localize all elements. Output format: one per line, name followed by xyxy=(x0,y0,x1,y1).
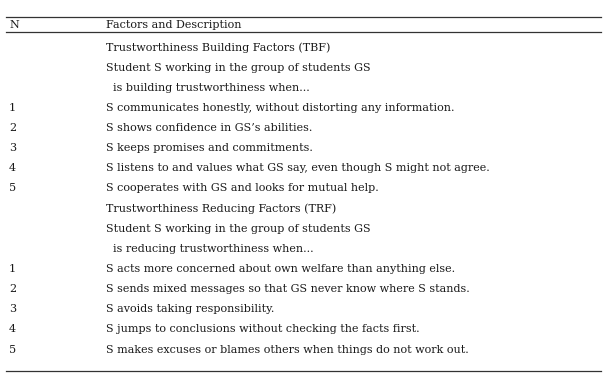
Text: is building trustworthiness when...: is building trustworthiness when... xyxy=(106,83,310,93)
Text: Factors and Description: Factors and Description xyxy=(106,20,242,30)
Text: Student S working in the group of students GS: Student S working in the group of studen… xyxy=(106,63,371,73)
Text: S cooperates with GS and looks for mutual help.: S cooperates with GS and looks for mutua… xyxy=(106,184,379,193)
Text: is reducing trustworthiness when...: is reducing trustworthiness when... xyxy=(106,244,314,254)
Text: 3: 3 xyxy=(9,143,16,153)
Text: 4: 4 xyxy=(9,163,16,173)
Text: Trustworthiness Building Factors (TBF): Trustworthiness Building Factors (TBF) xyxy=(106,42,331,53)
Text: S keeps promises and commitments.: S keeps promises and commitments. xyxy=(106,143,313,153)
Text: 2: 2 xyxy=(9,284,16,294)
Text: S makes excuses or blames others when things do not work out.: S makes excuses or blames others when th… xyxy=(106,345,469,355)
Text: S listens to and values what GS say, even though S might not agree.: S listens to and values what GS say, eve… xyxy=(106,163,490,173)
Text: S jumps to conclusions without checking the facts first.: S jumps to conclusions without checking … xyxy=(106,325,420,334)
Text: S communicates honestly, without distorting any information.: S communicates honestly, without distort… xyxy=(106,103,455,113)
Text: Trustworthiness Reducing Factors (TRF): Trustworthiness Reducing Factors (TRF) xyxy=(106,203,336,214)
Text: 5: 5 xyxy=(9,345,16,355)
Text: 5: 5 xyxy=(9,184,16,193)
Text: 1: 1 xyxy=(9,264,16,274)
Text: 1: 1 xyxy=(9,103,16,113)
Text: N: N xyxy=(9,20,19,30)
Text: 3: 3 xyxy=(9,304,16,314)
Text: S shows confidence in GS’s abilities.: S shows confidence in GS’s abilities. xyxy=(106,123,313,133)
Text: 2: 2 xyxy=(9,123,16,133)
Text: Student S working in the group of students GS: Student S working in the group of studen… xyxy=(106,224,371,234)
Text: S avoids taking responsibility.: S avoids taking responsibility. xyxy=(106,304,274,314)
Text: S sends mixed messages so that GS never know where S stands.: S sends mixed messages so that GS never … xyxy=(106,284,470,294)
Text: 4: 4 xyxy=(9,325,16,334)
Text: S acts more concerned about own welfare than anything else.: S acts more concerned about own welfare … xyxy=(106,264,455,274)
